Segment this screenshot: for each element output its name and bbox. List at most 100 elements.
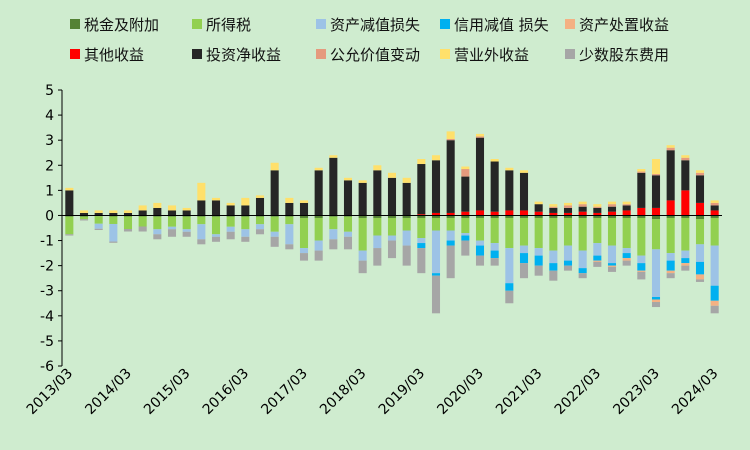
bar-segment: [65, 215, 74, 217]
bar-segment: [637, 255, 646, 264]
bar-segment: [475, 240, 485, 246]
bar-segment: [285, 215, 294, 217]
bar-segment: [461, 217, 470, 234]
bar-segment: [593, 260, 602, 262]
bar-segment: [182, 207, 191, 211]
bar-segment: [505, 248, 514, 284]
bar-segment: [285, 244, 294, 250]
bar-segment: [637, 171, 646, 173]
bar-segment: [109, 241, 118, 243]
bar-segment: [695, 170, 705, 173]
bar-segment: [431, 215, 441, 218]
bar-segment: [607, 263, 617, 266]
bar-segment: [490, 215, 499, 218]
bar-segment: [387, 217, 397, 236]
bar-segment: [299, 217, 309, 249]
bar-segment: [182, 231, 191, 237]
bar-segment: [534, 211, 543, 216]
bar-segment: [681, 258, 690, 264]
bar-segment: [167, 226, 177, 230]
bar-segment: [607, 201, 617, 205]
x-tick-label: 2020/03: [434, 366, 486, 418]
bar-segment: [358, 260, 367, 274]
bar-segment: [490, 243, 499, 251]
bar-segment: [241, 197, 250, 206]
bar-segment: [666, 200, 675, 216]
legend-label: 所得税: [206, 16, 251, 34]
bar-segment: [402, 182, 411, 216]
bar-segment: [329, 215, 338, 217]
bar-segment: [505, 217, 514, 249]
bar-segment: [314, 240, 323, 251]
bar-segment: [241, 216, 250, 230]
bar-segment: [285, 216, 294, 225]
bar-segment: [358, 250, 367, 261]
bar-segment: [270, 231, 279, 237]
bar-segment: [578, 273, 587, 279]
bar-segment: [710, 205, 719, 211]
bar-segment: [549, 206, 558, 208]
bar-segment: [607, 211, 617, 216]
bar-segment: [637, 271, 646, 280]
bar-segment: [167, 210, 177, 216]
bar-segment: [446, 230, 455, 241]
bar-segment: [607, 217, 617, 246]
bar-segment: [153, 207, 162, 216]
bar-segment: [417, 214, 426, 216]
y-tick-label: 5: [45, 83, 54, 99]
bar-segment: [255, 229, 265, 235]
bar-segment: [402, 245, 411, 266]
bar-segment: [167, 205, 177, 211]
bar-segment: [241, 205, 250, 216]
bar-segment: [255, 195, 265, 198]
bar-segment: [79, 219, 89, 221]
bar-segment: [138, 210, 147, 216]
bar-segment: [109, 215, 118, 217]
bar-segment: [651, 297, 661, 300]
bar-segment: [343, 215, 353, 217]
legend-swatch: [565, 49, 575, 59]
bar-segment: [431, 155, 441, 161]
bar-segment: [387, 172, 397, 178]
bar-segment: [431, 160, 441, 213]
bar-segment: [651, 299, 661, 303]
bar-segment: [329, 216, 338, 230]
bar-segment: [681, 155, 690, 158]
bar-segment: [182, 216, 191, 230]
bar-segment: [270, 216, 279, 232]
bar-segment: [123, 212, 133, 216]
bar-segment: [607, 215, 617, 218]
bar-segment: [695, 172, 705, 176]
bar-segment: [329, 157, 338, 216]
bar-segment: [710, 215, 719, 218]
bar-segment: [431, 217, 441, 231]
bar-segment: [255, 197, 265, 216]
x-tick-label: 2014/03: [82, 366, 134, 418]
bar-segment: [417, 243, 426, 249]
y-tick-label: -2: [40, 259, 54, 275]
bar-segment: [622, 205, 631, 211]
bar-segment: [710, 300, 719, 306]
bar-segment: [343, 231, 353, 237]
bar-segment: [211, 200, 221, 216]
bar-segment: [475, 137, 485, 211]
bar-segment: [666, 145, 675, 148]
bar-segment: [153, 234, 162, 240]
bar-segment: [578, 268, 587, 274]
bar-segment: [578, 250, 587, 269]
bar-segment: [490, 217, 499, 244]
bar-segment: [123, 215, 133, 217]
bar-segment: [681, 265, 690, 271]
bar-segment: [343, 177, 353, 181]
bar-segment: [475, 215, 485, 218]
bar-segment: [593, 206, 602, 208]
bar-segment: [182, 215, 191, 217]
bar-segment: [197, 182, 206, 201]
bar-segment: [373, 215, 382, 218]
bar-segment: [637, 270, 646, 272]
bar-segment: [153, 202, 162, 208]
bar-segment: [79, 210, 89, 213]
bar-segment: [373, 248, 382, 266]
bar-segment: [681, 217, 690, 251]
bar-segment: [211, 197, 221, 201]
